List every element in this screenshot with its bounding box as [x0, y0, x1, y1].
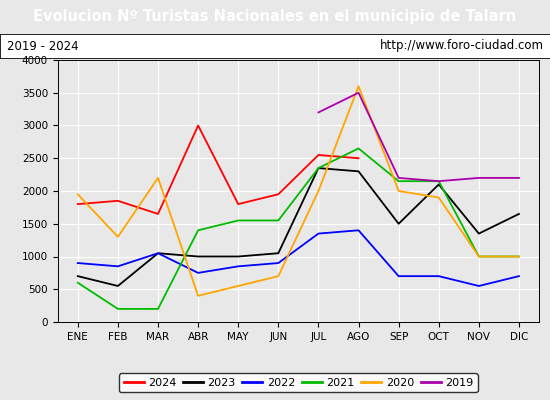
Text: Evolucion Nº Turistas Nacionales en el municipio de Talarn: Evolucion Nº Turistas Nacionales en el m… [34, 10, 516, 24]
Text: 2019 - 2024: 2019 - 2024 [7, 40, 78, 52]
Legend: 2024, 2023, 2022, 2021, 2020, 2019: 2024, 2023, 2022, 2021, 2020, 2019 [119, 374, 478, 392]
Text: http://www.foro-ciudad.com: http://www.foro-ciudad.com [379, 40, 543, 52]
